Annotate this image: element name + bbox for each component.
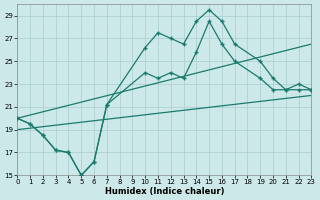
X-axis label: Humidex (Indice chaleur): Humidex (Indice chaleur) xyxy=(105,187,224,196)
